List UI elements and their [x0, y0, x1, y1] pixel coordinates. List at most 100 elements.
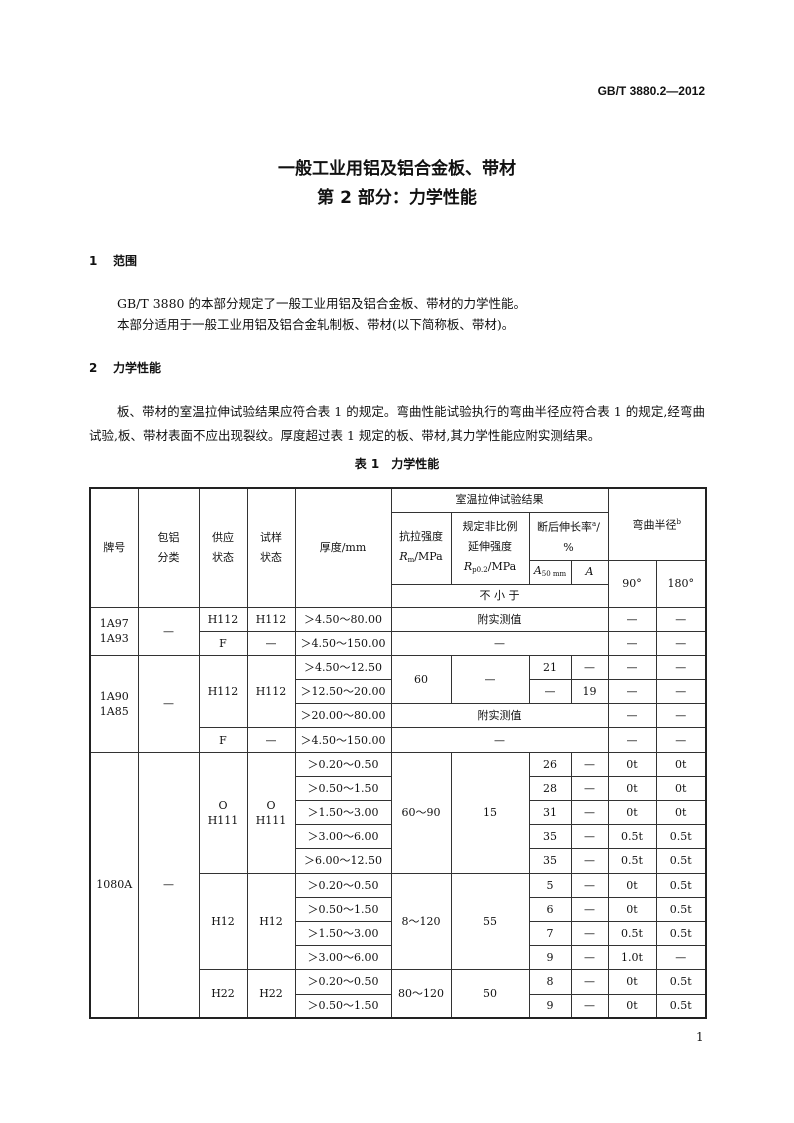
document-title: 一般工业用铝及铝合金板、带材 [278, 159, 516, 179]
rm-symbol: R [399, 549, 408, 563]
rp-subscript: p0.2 [472, 565, 488, 574]
header-specimen-temper: 试样 状态 [246, 487, 296, 608]
table-row: 1A97 1A93— H112 H112 ＞4.50～80.00 附实测值 — — [89, 606, 707, 656]
elongation-label: 断后伸长率 [537, 520, 593, 534]
table-cell: F [198, 630, 248, 656]
table-cell: — [137, 751, 200, 1019]
table-cell: — [570, 896, 609, 922]
header-proof-strength: 规定非比例 延伸强度 Rp0.2/MPa [450, 511, 530, 585]
table-cell: — [570, 993, 609, 1019]
table-row: ＞3.00～6.00 35—0.5t 0.5t [90, 824, 707, 850]
table-cell: 50 [450, 969, 530, 1019]
table-row: ＞0.50～1.50 9—0t 0.5t [90, 993, 707, 1019]
table-cell: O H111 [246, 751, 296, 874]
table-cell: — [655, 727, 707, 753]
table-cell: 35 [528, 824, 572, 850]
table-cell: 6 [528, 896, 572, 922]
header-a50: A50 mm [528, 559, 572, 585]
table-cell: — [655, 945, 707, 971]
table-cell: ＞0.20～0.50 [294, 751, 392, 777]
header-not-less-than: 不 小 于 [390, 583, 609, 608]
table-cell: — [607, 606, 657, 632]
header-tensile-results: 室温拉伸试验结果 [390, 487, 609, 513]
header-grade: 牌号 [89, 487, 139, 608]
table-cell: 0.5t [655, 969, 707, 995]
table-cell: H12 [198, 872, 248, 971]
table-row: ＞1.50～3.00 7—0.5t 0.5t [90, 920, 707, 947]
section-title: 力学性能 [113, 361, 162, 375]
table-cell: F [198, 727, 248, 753]
header-tensile-strength: 抗拉强度 Rm/MPa [390, 511, 452, 585]
table-row: 1A90 1A85— H112 H112 ＞4.50～12.50 60—21— — — [89, 654, 707, 753]
table-cell: ＞4.50～80.00 [294, 606, 392, 632]
table-row: H12 H12 ＞0.20～0.50 8～120 55 5—0t 0.5t [90, 872, 707, 971]
table-cell: 0t [607, 775, 657, 802]
document-subtitle: 第 2 部分：力学性能 [317, 188, 477, 208]
table-cell: — [655, 606, 707, 632]
table-cell: — [390, 630, 609, 656]
table-cell: 8 [528, 969, 572, 995]
table-row: ＞3.00～6.00 9—1.0t — [90, 945, 707, 971]
table-cell: ＞12.50～20.00 [294, 679, 392, 705]
section-title: 范围 [113, 254, 138, 268]
table-cell: 1080A [89, 751, 139, 1019]
paragraph: 板、带材的室温拉伸试验结果应符合表 1 的规定。弯曲性能试验执行的弯曲半径应符合… [89, 404, 705, 443]
table-cell: 0.5t [655, 920, 707, 947]
table-cell: — [570, 945, 609, 971]
table-cell: ＞0.50～1.50 [294, 993, 392, 1019]
table-cell: H22 [198, 969, 248, 1019]
table-cell: 0.5t [655, 993, 707, 1019]
table-cell: 0t [655, 799, 707, 826]
table-cell: 7 [528, 920, 572, 947]
table-cell: — [570, 848, 609, 874]
table-row: ＞12.50～20.00—19— — [90, 679, 707, 705]
section-heading-mechanical: 2 力学性能 [89, 359, 161, 376]
table-cell: 1A90 1A85 [89, 654, 139, 753]
section-number: 1 [89, 254, 98, 268]
proof-strength-label: 规定非比例 延伸强度 [462, 519, 518, 553]
table-cell: — [570, 775, 609, 802]
table-cell: 0t [607, 799, 657, 826]
table-cell: H12 [246, 872, 296, 971]
table-body: 1A97 1A93— H112 H112 ＞4.50～80.00 附实测值 — — F — ＞4.… [89, 606, 707, 1019]
table-cell: H112 [246, 654, 296, 729]
table-cell: ＞20.00～80.00 [294, 703, 392, 729]
header-elongation: 断后伸长率a/ % [528, 511, 609, 561]
section-heading-scope: 1 范围 [89, 252, 137, 269]
table-cell: — [607, 727, 657, 753]
table-cell: — [655, 630, 707, 656]
table-cell: — [528, 679, 572, 705]
table-cell: — [137, 606, 200, 656]
table-cell: 26 [528, 751, 572, 777]
footnote-mark: b [676, 518, 681, 527]
bend-radius-label: 弯曲半径 [632, 519, 677, 533]
table-cell: 0.5t [655, 824, 707, 850]
page-number: 1 [696, 1030, 704, 1044]
table-cell: ＞1.50～3.00 [294, 920, 392, 947]
table-row: F — ＞4.50～150.00— — — [90, 727, 707, 753]
table-cell: 60～90 [390, 751, 452, 874]
table-cell: 31 [528, 799, 572, 826]
table-caption: 表 1 力学性能 [354, 457, 440, 471]
table-cell: — [570, 969, 609, 995]
table-cell: ＞0.20～0.50 [294, 872, 392, 898]
table-cell: 0t [607, 751, 657, 777]
paragraph: GB/T 3880 的本部分规定了一般工业用铝及铝合金板、带材的力学性能。 [117, 296, 526, 311]
table-cell: 0t [607, 872, 657, 898]
elongation-unit: / % [563, 520, 600, 554]
table-cell: — [246, 727, 296, 753]
header-thickness: 厚度/mm [294, 487, 392, 608]
table-cell: 15 [450, 751, 530, 874]
table-cell: 35 [528, 848, 572, 874]
header-180deg: 180° [655, 559, 707, 608]
table-cell: — [390, 727, 609, 753]
footnote-mark: a [592, 520, 597, 529]
table-cell: 55 [450, 872, 530, 971]
table-cell: 0.5t [655, 872, 707, 898]
table-cell: 19 [570, 679, 609, 705]
table-cell: 附实测值 [390, 703, 609, 729]
table-cell: O H111 [198, 751, 248, 874]
header-bend-radius: 弯曲半径b [607, 487, 707, 561]
table-cell: ＞6.00～12.50 [294, 848, 392, 874]
table-cell: — [570, 872, 609, 898]
